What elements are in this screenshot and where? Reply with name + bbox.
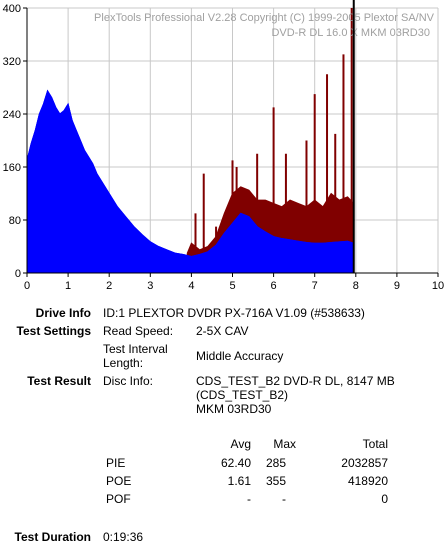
test-duration-value: 0:19:36 [103,530,144,544]
stats-row-name: POF [106,492,131,506]
x-tick-label: 3 [147,280,153,292]
test-settings-label: Test Settings [16,324,91,338]
disc-info-line1: CDS_TEST_B2 DVD-R DL, 8147 MB [196,374,395,388]
drive-info-value: ID:1 PLEXTOR DVDR PX-716A V1.09 (#538633… [103,306,365,320]
plot-area [26,8,355,274]
x-tick-label: 4 [188,280,194,292]
interval-label-line1: Test Interval [103,342,168,356]
x-tick-label: 0 [24,280,30,292]
chart-axes: 0 1 2 3 4 5 6 7 8 9 10 0 80 160 240 320 400 [3,0,444,292]
stats-row-max: 355 [265,474,286,488]
test-result-label: Test Result [27,374,91,388]
stats-row-total: 418920 [347,474,388,488]
stats-header-total: Total [362,437,388,451]
y-tick-label: 0 [15,268,21,280]
x-tick-label: 2 [106,280,112,292]
watermark-disc: DVD-R DL 16.0 X MKM 03RD30 [271,27,430,39]
y-tick-label: 240 [3,109,21,121]
stats-row-avg: 1.61 [227,474,251,488]
drive-info-label: Drive Info [35,306,91,320]
stats-header-avg: Avg [230,437,251,451]
y-tick-label: 80 [9,215,21,227]
stats-row-avg: - [247,492,251,506]
y-tick-label: 320 [3,56,21,68]
disc-info-label: Disc Info: [103,374,154,388]
series-area-blue [26,89,355,274]
y-tick-label: 400 [3,3,21,15]
stats-row-max: 285 [265,456,286,470]
x-tick-label: 9 [394,280,400,292]
stats-row-total: 0 [381,492,388,506]
stats-row-max: - [282,492,286,506]
x-tick-label: 8 [353,280,359,292]
read-speed-value: 2-5X CAV [196,324,249,338]
x-tick-label: 10 [432,280,444,292]
stats-header-max: Max [273,437,296,451]
stats-row-total: 2032857 [341,456,388,470]
watermark-copyright: PlexTools Professional V2.28 Copyright (… [94,12,435,24]
x-tick-label: 7 [312,280,318,292]
disc-info-line3: MKM 03RD30 [196,402,272,416]
stats-row-avg: 62.40 [220,456,251,470]
x-tick-label: 5 [229,280,235,292]
x-tick-label: 6 [271,280,277,292]
read-speed-label: Read Speed: [103,324,174,338]
stats-row-name: POE [106,474,132,488]
disc-info-line2: (CDS_TEST_B2) [196,388,289,402]
interval-label-line2: Length: [103,356,144,370]
x-tick-label: 1 [65,280,71,292]
stats-row-name: PIE [106,456,126,470]
test-duration-label: Test Duration [14,530,91,544]
interval-value: Middle Accuracy [196,349,284,363]
y-tick-label: 160 [3,162,21,174]
pie-poe-chart: PlexTools Professional V2.28 Copyright (… [2,0,445,292]
